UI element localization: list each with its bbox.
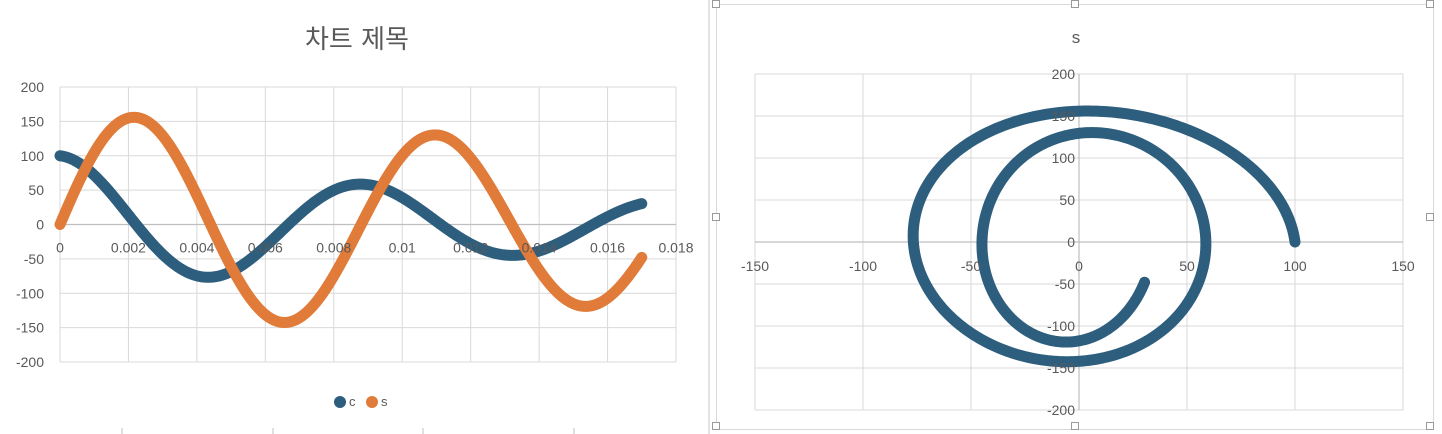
x-tick-label: 0.016 [590,240,625,256]
x-tick-label: 100 [1283,258,1307,274]
phase-curve [907,105,1301,368]
pane-divider[interactable] [708,0,710,434]
x-tick-label: 0.006 [248,240,283,256]
resize-handle-middle-left[interactable] [712,213,720,221]
resize-handle-middle-right[interactable] [1426,213,1434,221]
resize-handle-top-left[interactable] [712,0,720,8]
x-tick-label: -100 [849,258,877,274]
left-chart-panel[interactable]: 차트 제목 200 150 100 50 0 -50 -100 -150 -200 0 0.002 0.… [0,0,706,434]
y-tick-label: 0 [1067,234,1075,250]
x-tick-label: 0.01 [389,240,416,256]
y-tick-label: 50 [28,182,44,198]
x-tick-label: 150 [1391,258,1415,274]
y-tick-label: -50 [24,251,44,267]
chart-title: 차트 제목 [305,25,409,55]
y-tick-label: 150 [21,113,45,129]
series-c-line [54,150,648,283]
y-tick-label: -50 [1055,276,1075,292]
y-tick-label: 200 [1052,66,1076,82]
legend-marker-s [366,396,378,408]
resize-handle-bottom-right[interactable] [1426,422,1434,430]
y-tick-label: 100 [1052,150,1076,166]
y-tick-label: -200 [1047,402,1075,418]
x-tick-label: 0.018 [658,240,693,256]
x-tick-label: 0.004 [179,240,214,256]
legend-label-s: s [381,394,388,409]
y-tick-label: 50 [1059,192,1075,208]
x-tick-label: 50 [1179,258,1195,274]
right-chart-panel[interactable]: s 200 150 100 50 0 -50 -100 -150 -200 -150 -100 -50 0… [712,0,1434,430]
resize-handle-bottom-center[interactable] [1071,422,1079,430]
legend-label-c: c [349,394,356,409]
resize-handle-top-center[interactable] [1071,0,1079,8]
resize-handle-top-right[interactable] [1426,0,1434,8]
legend-marker-c [334,396,346,408]
y-tick-label: -150 [1047,360,1075,376]
y-tick-label: 100 [21,148,45,164]
y-tick-label: -100 [1047,318,1075,334]
y-tick-label: 0 [36,217,44,233]
y-tick-label: -200 [16,354,44,370]
x-tick-label: 0 [56,240,64,256]
y-tick-label: -150 [16,320,44,336]
y-tick-label: 150 [1052,108,1076,124]
y-tick-label: -100 [16,285,44,301]
x-tick-label: 0.014 [522,240,557,256]
series-s-line [54,111,648,328]
x-tick-label: 0 [1075,258,1083,274]
x-tick-label: 0.002 [111,240,146,256]
x-tick-label: -50 [961,258,981,274]
x-tick-label: 0.012 [453,240,488,256]
resize-handle-bottom-left[interactable] [712,422,720,430]
y-tick-label: 200 [21,79,45,95]
chart-title: s [1072,28,1081,47]
time-series-chart: 차트 제목 200 150 100 50 0 -50 -100 -150 -200 0 0.002 0.… [16,25,694,434]
x-tick-label: -150 [741,258,769,274]
x-tick-label: 0.008 [316,240,351,256]
